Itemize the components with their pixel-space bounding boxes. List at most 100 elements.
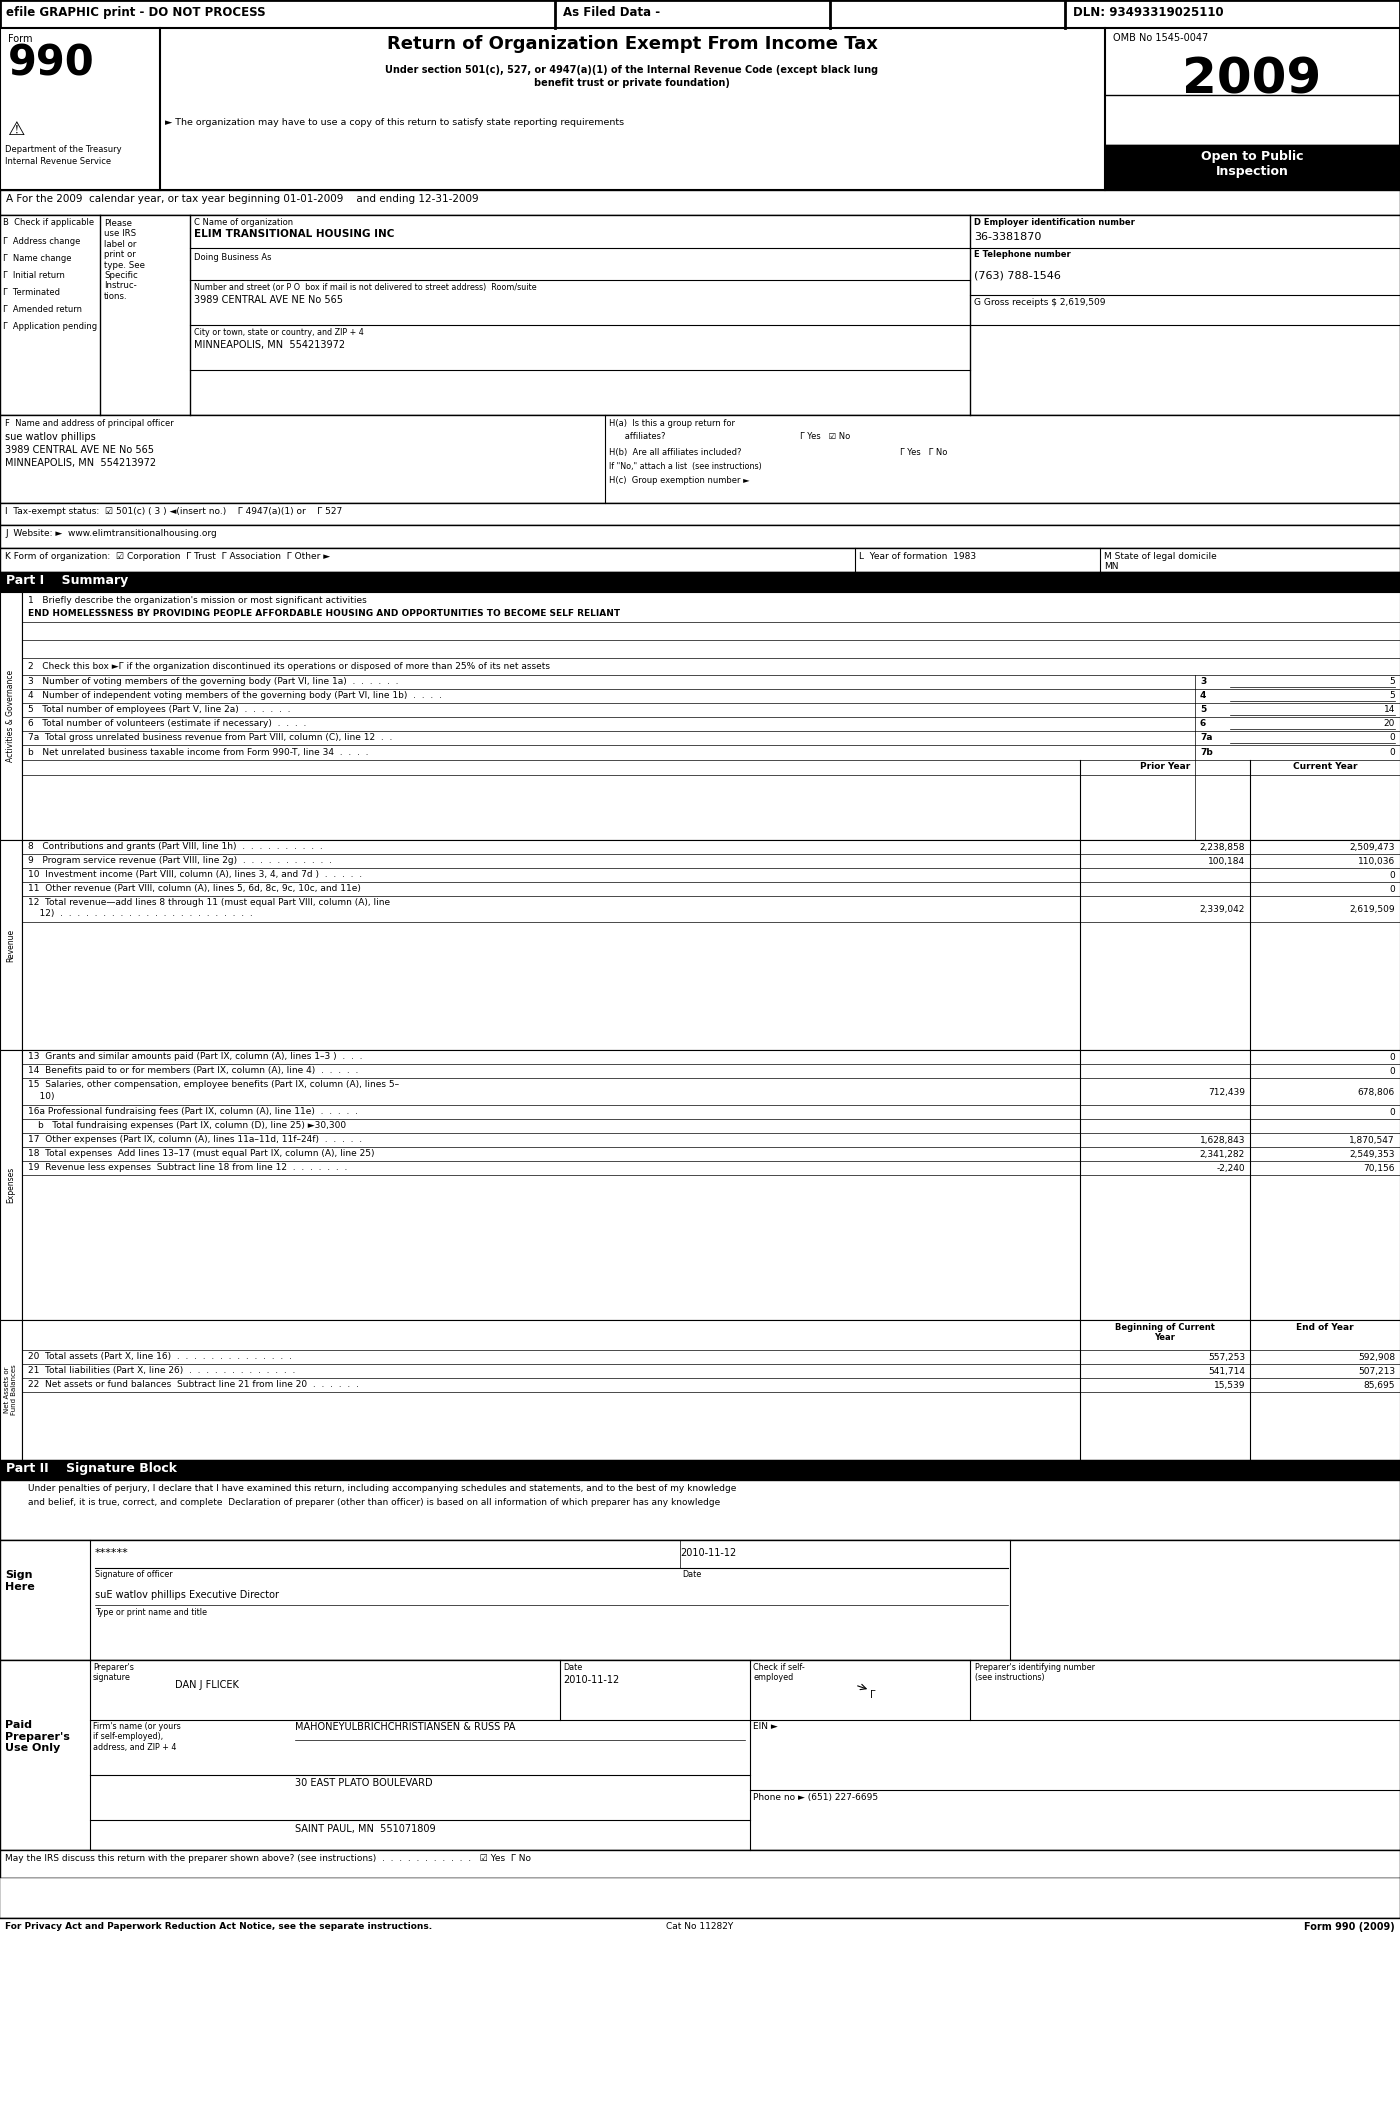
Text: OMB No 1545-0047: OMB No 1545-0047 bbox=[1113, 34, 1208, 42]
Bar bbox=[22, 591, 1400, 839]
Bar bbox=[22, 839, 1400, 1051]
Text: Paid
Preparer's
Use Only: Paid Preparer's Use Only bbox=[6, 1721, 70, 1752]
Bar bbox=[0, 1320, 22, 1460]
Text: Preparer's identifying number
(see instructions): Preparer's identifying number (see instr… bbox=[974, 1663, 1095, 1682]
Text: Γ  Application pending: Γ Application pending bbox=[3, 322, 97, 331]
Text: L  Year of formation  1983: L Year of formation 1983 bbox=[860, 553, 976, 562]
Text: SAINT PAUL, MN  551071809: SAINT PAUL, MN 551071809 bbox=[295, 1824, 435, 1835]
Text: 2,339,042: 2,339,042 bbox=[1200, 905, 1245, 913]
Text: 30 EAST PLATO BOULEVARD: 30 EAST PLATO BOULEVARD bbox=[295, 1778, 433, 1788]
Text: Part I    Summary: Part I Summary bbox=[6, 574, 129, 587]
Text: MAHONEYULBRICHCHRISTIANSEN & RUSS PA: MAHONEYULBRICHCHRISTIANSEN & RUSS PA bbox=[295, 1723, 515, 1731]
Text: 5: 5 bbox=[1389, 691, 1394, 699]
Text: -2,240: -2,240 bbox=[1217, 1163, 1245, 1174]
Bar bbox=[0, 502, 1400, 526]
Text: 9   Program service revenue (Part VIII, line 2g)  .  .  .  .  .  .  .  .  .  .  : 9 Program service revenue (Part VIII, li… bbox=[28, 856, 332, 865]
Bar bbox=[0, 415, 1400, 502]
Text: 0: 0 bbox=[1389, 871, 1394, 879]
Text: Firm's name (or yours
if self-employed),
address, and ZIP + 4: Firm's name (or yours if self-employed),… bbox=[92, 1723, 181, 1752]
Text: Part II    Signature Block: Part II Signature Block bbox=[6, 1462, 176, 1475]
Text: ******: ****** bbox=[95, 1549, 129, 1557]
Text: Form: Form bbox=[8, 34, 32, 44]
Text: Γ  Amended return: Γ Amended return bbox=[3, 305, 83, 314]
Text: DLN: 93493319025110: DLN: 93493319025110 bbox=[1072, 6, 1224, 19]
Text: and belief, it is true, correct, and complete  Declaration of preparer (other th: and belief, it is true, correct, and com… bbox=[28, 1498, 720, 1507]
Text: C Name of organization: C Name of organization bbox=[195, 218, 293, 227]
Text: EIN ►: EIN ► bbox=[753, 1723, 778, 1731]
Text: 0: 0 bbox=[1389, 1108, 1394, 1117]
Text: Please
use IRS
label or
print or
type. See
Specific
Instruc-
tions.: Please use IRS label or print or type. S… bbox=[104, 218, 146, 301]
Text: (763) 788-1546: (763) 788-1546 bbox=[974, 269, 1061, 280]
Text: sue watlov phillips: sue watlov phillips bbox=[6, 432, 95, 443]
Bar bbox=[0, 1877, 1400, 1918]
Text: ► The organization may have to use a copy of this return to satisfy state report: ► The organization may have to use a cop… bbox=[165, 119, 624, 127]
Bar bbox=[0, 591, 22, 839]
Text: 7a  Total gross unrelated business revenue from Part VIII, column (C), line 12  : 7a Total gross unrelated business revenu… bbox=[28, 733, 392, 742]
Text: Return of Organization Exempt From Income Tax: Return of Organization Exempt From Incom… bbox=[386, 36, 878, 53]
Text: Form 990 (2009): Form 990 (2009) bbox=[1305, 1922, 1394, 1933]
Text: 16a Professional fundraising fees (Part IX, column (A), line 11e)  .  .  .  .  .: 16a Professional fundraising fees (Part … bbox=[28, 1106, 358, 1117]
Bar bbox=[0, 839, 22, 1051]
Text: 712,439: 712,439 bbox=[1208, 1087, 1245, 1098]
Text: 2010-11-12: 2010-11-12 bbox=[680, 1549, 736, 1557]
Text: 1,628,843: 1,628,843 bbox=[1200, 1136, 1245, 1144]
Text: 592,908: 592,908 bbox=[1358, 1354, 1394, 1363]
Text: MINNEAPOLIS, MN  554213972: MINNEAPOLIS, MN 554213972 bbox=[6, 458, 157, 468]
Text: MINNEAPOLIS, MN  554213972: MINNEAPOLIS, MN 554213972 bbox=[195, 339, 346, 350]
Text: 3   Number of voting members of the governing body (Part VI, line 1a)  .  .  .  : 3 Number of voting members of the govern… bbox=[28, 676, 399, 687]
Text: 4: 4 bbox=[1200, 691, 1207, 699]
Text: 4   Number of independent voting members of the governing body (Part VI, line 1b: 4 Number of independent voting members o… bbox=[28, 691, 442, 699]
Text: 8   Contributions and grants (Part VIII, line 1h)  .  .  .  .  .  .  .  .  .  .: 8 Contributions and grants (Part VIII, l… bbox=[28, 841, 323, 852]
Text: efile GRAPHIC print - DO NOT PROCESS: efile GRAPHIC print - DO NOT PROCESS bbox=[6, 6, 266, 19]
Text: 0: 0 bbox=[1389, 886, 1394, 894]
Text: May the IRS discuss this return with the preparer shown above? (see instructions: May the IRS discuss this return with the… bbox=[6, 1854, 531, 1863]
Text: Net Assets or
Fund Balances: Net Assets or Fund Balances bbox=[4, 1365, 17, 1415]
Text: If "No," attach a list  (see instructions): If "No," attach a list (see instructions… bbox=[609, 462, 762, 470]
Text: 541,714: 541,714 bbox=[1208, 1367, 1245, 1375]
Text: Γ Yes   Γ No: Γ Yes Γ No bbox=[900, 447, 948, 458]
Text: H(c)  Group exemption number ►: H(c) Group exemption number ► bbox=[609, 477, 749, 485]
Text: 5   Total number of employees (Part V, line 2a)  .  .  .  .  .  .: 5 Total number of employees (Part V, lin… bbox=[28, 706, 291, 714]
Text: 3989 CENTRAL AVE NE No 565: 3989 CENTRAL AVE NE No 565 bbox=[195, 295, 343, 305]
Bar bbox=[0, 1659, 1400, 1850]
Text: 36-3381870: 36-3381870 bbox=[974, 231, 1042, 242]
Text: 7b: 7b bbox=[1200, 748, 1212, 756]
Text: M State of legal domicile
MN: M State of legal domicile MN bbox=[1105, 553, 1217, 572]
Text: 6   Total number of volunteers (estimate if necessary)  .  .  .  .: 6 Total number of volunteers (estimate i… bbox=[28, 718, 307, 729]
Text: Under section 501(c), 527, or 4947(a)(1) of the Internal Revenue Code (except bl: Under section 501(c), 527, or 4947(a)(1)… bbox=[385, 66, 879, 74]
Text: Doing Business As: Doing Business As bbox=[195, 252, 272, 263]
Text: I  Tax-exempt status:  ☑ 501(c) ( 3 ) ◄(insert no.)    Γ 4947(a)(1) or    Γ 527: I Tax-exempt status: ☑ 501(c) ( 3 ) ◄(in… bbox=[6, 506, 342, 517]
Text: Date: Date bbox=[682, 1570, 701, 1579]
Bar bbox=[0, 549, 1400, 572]
Text: B  Check if applicable: B Check if applicable bbox=[3, 218, 94, 227]
Text: 557,253: 557,253 bbox=[1208, 1354, 1245, 1363]
Text: 15  Salaries, other compensation, employee benefits (Part IX, column (A), lines : 15 Salaries, other compensation, employe… bbox=[28, 1081, 399, 1089]
Bar bbox=[0, 1479, 1400, 1541]
Bar bbox=[0, 0, 1400, 28]
Text: 5: 5 bbox=[1389, 676, 1394, 687]
Text: 14  Benefits paid to or for members (Part IX, column (A), line 4)  .  .  .  .  .: 14 Benefits paid to or for members (Part… bbox=[28, 1066, 358, 1074]
Text: b   Total fundraising expenses (Part IX, column (D), line 25) ►30,300: b Total fundraising expenses (Part IX, c… bbox=[38, 1121, 346, 1129]
Bar bbox=[0, 1051, 22, 1320]
Text: 18  Total expenses  Add lines 13–17 (must equal Part IX, column (A), line 25): 18 Total expenses Add lines 13–17 (must … bbox=[28, 1148, 375, 1157]
Text: ELIM TRANSITIONAL HOUSING INC: ELIM TRANSITIONAL HOUSING INC bbox=[195, 229, 395, 239]
Text: For Privacy Act and Paperwork Reduction Act Notice, see the separate instruction: For Privacy Act and Paperwork Reduction … bbox=[6, 1922, 433, 1930]
Text: Open to Public
Inspection: Open to Public Inspection bbox=[1201, 150, 1303, 178]
Bar bbox=[0, 1460, 1400, 1479]
Text: Check if self-
employed: Check if self- employed bbox=[753, 1663, 805, 1682]
Text: 0: 0 bbox=[1389, 1068, 1394, 1076]
Text: 2010-11-12: 2010-11-12 bbox=[563, 1674, 619, 1685]
Text: 5: 5 bbox=[1200, 706, 1207, 714]
Text: 3: 3 bbox=[1200, 676, 1207, 687]
Text: City or town, state or country, and ZIP + 4: City or town, state or country, and ZIP … bbox=[195, 328, 364, 337]
Text: 12)  .  .  .  .  .  .  .  .  .  .  .  .  .  .  .  .  .  .  .  .  .  .  .: 12) . . . . . . . . . . . . . . . . . . … bbox=[28, 909, 253, 918]
Text: 20: 20 bbox=[1383, 718, 1394, 729]
Text: 15,539: 15,539 bbox=[1214, 1382, 1245, 1390]
Text: 2,509,473: 2,509,473 bbox=[1350, 843, 1394, 852]
Text: End of Year: End of Year bbox=[1296, 1322, 1354, 1333]
Text: E Telephone number: E Telephone number bbox=[974, 250, 1071, 259]
Text: 678,806: 678,806 bbox=[1358, 1087, 1394, 1098]
Text: affiliates?: affiliates? bbox=[609, 432, 665, 441]
Text: 100,184: 100,184 bbox=[1208, 856, 1245, 867]
Text: 19  Revenue less expenses  Subtract line 18 from line 12  .  .  .  .  .  .  .: 19 Revenue less expenses Subtract line 1… bbox=[28, 1163, 347, 1172]
